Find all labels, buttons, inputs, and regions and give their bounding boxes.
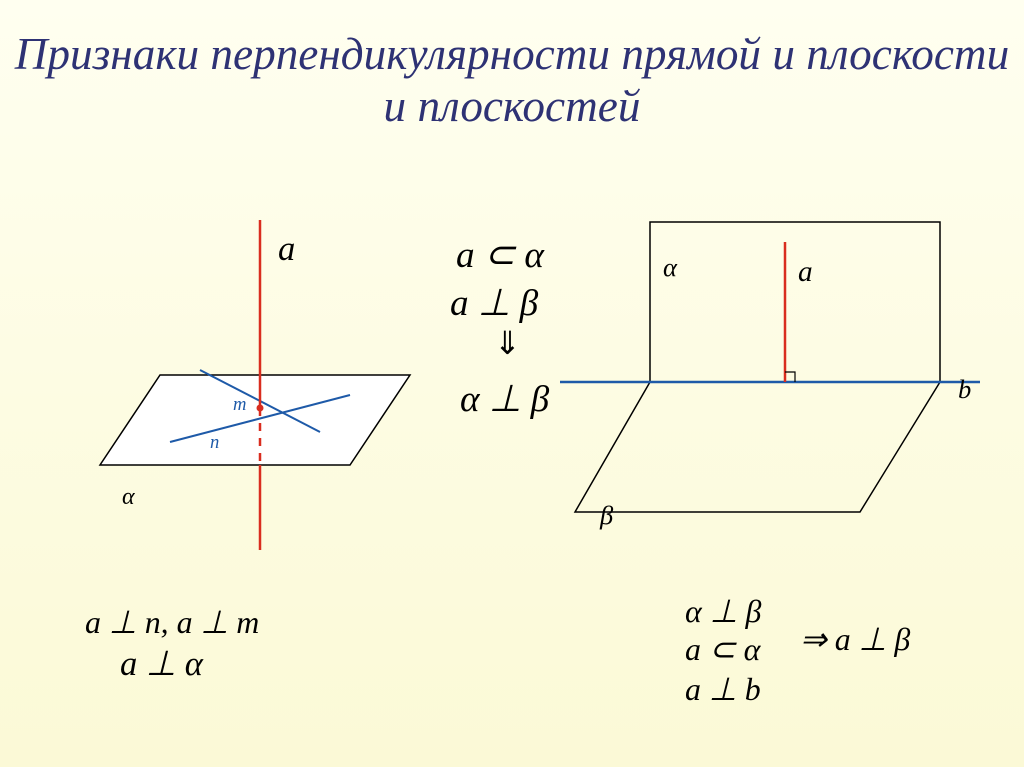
- label-a-right: a: [798, 256, 813, 289]
- label-alpha-left: α: [122, 484, 135, 511]
- left-diagram: [60, 220, 440, 600]
- label-a-left: a: [278, 230, 295, 269]
- label-n: n: [210, 432, 219, 454]
- label-beta-right: β: [600, 500, 613, 531]
- formula-center-1: a ⊂ α: [456, 232, 544, 277]
- right-diagram: [560, 212, 990, 522]
- label-m: m: [233, 394, 246, 416]
- formula-center-arrow: ⇓: [494, 324, 521, 362]
- formula-left-1: a ⊥ n, a ⊥ m: [85, 603, 259, 641]
- formula-right-3: a ⊥ b: [685, 670, 761, 708]
- formula-center-3: α ⊥ β: [460, 376, 549, 421]
- formula-left-2: a ⊥ α: [120, 644, 203, 684]
- formula-right-1: α ⊥ β: [685, 592, 761, 630]
- slide-title: Признаки перпендикулярности прямой и пло…: [0, 28, 1024, 132]
- slide: Признаки перпендикулярности прямой и пло…: [0, 0, 1024, 767]
- label-b-right: b: [958, 374, 971, 405]
- formula-right-2: a ⊂ α: [685, 630, 760, 668]
- formula-right-implies: ⇒ a ⊥ β: [800, 620, 910, 658]
- label-alpha-right: α: [663, 252, 677, 283]
- formula-center-2: a ⊥ β: [450, 280, 538, 325]
